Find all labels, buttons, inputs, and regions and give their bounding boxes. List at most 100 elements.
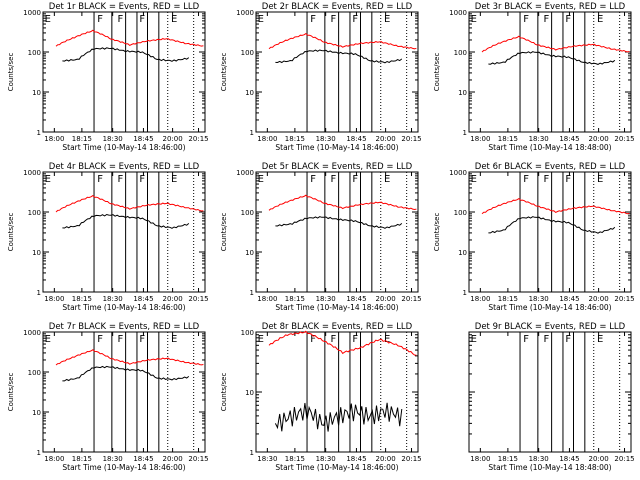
- marker-letter: F: [544, 174, 550, 185]
- x-tick-label: 20:00: [589, 455, 609, 463]
- lld-series-line: [268, 330, 417, 356]
- y-axis-label: Counts/sec: [7, 53, 15, 92]
- y-axis-label: Counts/sec: [433, 53, 441, 92]
- marker-letter: E: [384, 14, 390, 25]
- x-tick-label: 18:45: [559, 455, 579, 463]
- plot-frame: [468, 11, 632, 133]
- events-series-line: [488, 216, 616, 234]
- x-tick-label: 20:15: [401, 295, 421, 303]
- marker-letter: E: [471, 174, 477, 185]
- x-tick-label: 18:45: [346, 295, 366, 303]
- x-tick-label: 20:15: [614, 455, 634, 463]
- marker-letter: F: [139, 174, 145, 185]
- x-axis-label: Start Time (10-May-14 18:46:00): [62, 143, 185, 152]
- x-tick-label: 18:00: [470, 295, 490, 303]
- marker-letter: F: [352, 14, 358, 25]
- x-tick-label: 18:30: [529, 455, 549, 463]
- marker-letter: E: [471, 14, 477, 25]
- y-tick-label: 10: [458, 249, 467, 257]
- x-tick-label: 18:00: [44, 135, 64, 143]
- y-axis-label: Counts/sec: [220, 373, 228, 412]
- x-tick-label: 18:15: [72, 455, 92, 463]
- plot-frame: [42, 11, 206, 133]
- marker-letter: E: [258, 14, 264, 25]
- y-tick-label: 10: [245, 89, 254, 97]
- x-axis-label: Start Time (10-May-14 18:46:00): [275, 463, 398, 472]
- x-tick-label: 18:30: [103, 455, 123, 463]
- x-tick-label: 18:30: [529, 135, 549, 143]
- x-tick-label: 20:15: [188, 135, 208, 143]
- marker-letter: E: [171, 14, 177, 25]
- y-tick-label: 1: [463, 289, 467, 297]
- x-tick-label: 18:30: [103, 295, 123, 303]
- x-tick-label: 18:45: [559, 135, 579, 143]
- marker-letter: F: [565, 334, 571, 345]
- marker-letter: E: [258, 174, 264, 185]
- x-tick-label: 18:45: [346, 135, 366, 143]
- y-tick-label: 1000: [449, 169, 467, 177]
- panel-det-7: Det 7r BLACK = Events, RED = LLD 1 10 100 10…: [7, 322, 209, 472]
- y-tick-label: 1000: [23, 9, 41, 17]
- x-axis-label: Start Time (10-May-14 18:46:00): [488, 303, 611, 312]
- y-tick-label: 100: [241, 329, 254, 337]
- x-tick-label: 18:45: [559, 295, 579, 303]
- x-tick-label: 20:15: [188, 295, 208, 303]
- x-axis-label: Start Time (10-May-14 18:46:00): [275, 303, 398, 312]
- events-series-line: [275, 49, 403, 64]
- x-tick-label: 18:00: [44, 455, 64, 463]
- marker-letter: E: [597, 174, 603, 185]
- y-axis-label: Counts/sec: [433, 213, 441, 252]
- panel-title: Det 2r BLACK = Events, RED = LLD: [262, 2, 413, 12]
- marker-letter: E: [597, 334, 603, 345]
- x-tick-label: 20:00: [376, 295, 396, 303]
- y-tick-label: 1: [250, 449, 254, 457]
- x-tick-label: 18:30: [316, 135, 336, 143]
- y-tick-label: 10: [32, 249, 41, 257]
- x-tick-label: 18:45: [133, 135, 153, 143]
- marker-letter: F: [310, 334, 316, 345]
- y-tick-label: 1: [250, 289, 254, 297]
- y-tick-label: 10: [458, 89, 467, 97]
- marker-letter: E: [471, 334, 477, 345]
- panel-title: Det 9r BLACK = Events, RED = LLD: [475, 322, 626, 332]
- x-axis-label: Start Time (10-May-14 18:48:00): [488, 143, 611, 152]
- events-series-line: [62, 47, 190, 62]
- events-series-line: [62, 365, 190, 382]
- x-axis-label: Start Time (10-May-14 18:48:00): [488, 463, 611, 472]
- x-tick-label: 18:30: [529, 295, 549, 303]
- x-tick-label: 20:00: [163, 135, 183, 143]
- panel-det-9: Det 9r BLACK = Events, RED = LLD 18:00 18:…: [468, 322, 635, 472]
- panel-det-4: Det 4r BLACK = Events, RED = LLD 1 10 100 10…: [7, 162, 209, 312]
- marker-letter: E: [384, 334, 390, 345]
- x-tick-label: 18:15: [72, 135, 92, 143]
- x-tick-label: 18:15: [498, 455, 518, 463]
- x-tick-label: 20:15: [614, 135, 634, 143]
- x-tick-label: 18:45: [346, 455, 366, 463]
- marker-letter: F: [97, 174, 103, 185]
- marker-letter: F: [310, 174, 316, 185]
- x-tick-label: 18:45: [133, 455, 153, 463]
- x-tick-label: 18:45: [133, 295, 153, 303]
- lld-series-line: [55, 29, 204, 47]
- x-tick-label: 18:30: [257, 455, 277, 463]
- x-tick-label: 20:00: [163, 295, 183, 303]
- x-tick-label: 20:15: [401, 455, 421, 463]
- marker-letter: F: [310, 14, 316, 25]
- x-tick-label: 18:15: [498, 135, 518, 143]
- x-tick-label: 18:30: [103, 135, 123, 143]
- marker-letter: E: [45, 14, 51, 25]
- marker-letter: F: [331, 334, 337, 345]
- x-tick-label: 18:00: [257, 135, 277, 143]
- y-tick-label: 10: [32, 409, 41, 417]
- y-tick-label: 100: [28, 49, 41, 57]
- y-tick-label: 1000: [236, 9, 254, 17]
- marker-letter: F: [523, 174, 529, 185]
- x-tick-label: 18:00: [470, 135, 490, 143]
- panel-title: Det 6r BLACK = Events, RED = LLD: [475, 162, 626, 172]
- marker-letter: F: [118, 14, 124, 25]
- panel-det-3: Det 3r BLACK = Events, RED = LLD 1 10 100 10…: [433, 2, 635, 152]
- panel-title: Det 5r BLACK = Events, RED = LLD: [262, 162, 413, 172]
- marker-letter: F: [139, 14, 145, 25]
- y-tick-label: 100: [241, 209, 254, 217]
- marker-letter: F: [565, 14, 571, 25]
